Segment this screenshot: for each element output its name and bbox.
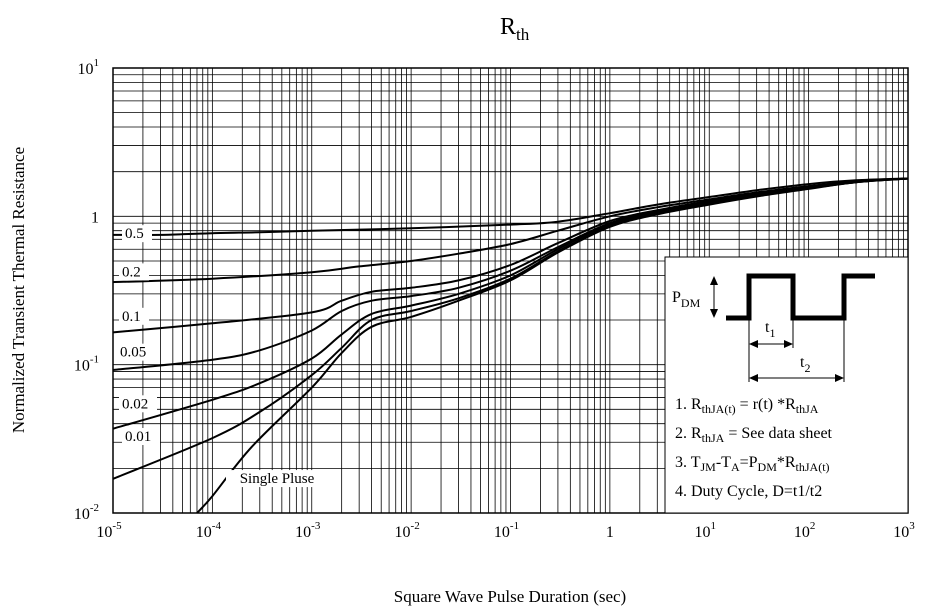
x-tick-label: 103 (893, 520, 915, 541)
x-tick-label: 10-3 (295, 520, 321, 541)
series-label-background (117, 343, 155, 361)
p-dm-label: PDM (672, 289, 701, 310)
x-tick-label: 101 (695, 520, 717, 541)
y-axis-label: Normalized Transient Thermal Resistance (9, 147, 28, 433)
grid-lines (112, 67, 909, 514)
x-tick-labels: 10-5 10-4 10-3 10-2 10-1 1 101 102 103 (96, 520, 915, 541)
legend-notes: 1. RthJA(t) = r(t) *RthJA 2. RthJA = See … (675, 396, 833, 500)
t1-label: t1 (765, 319, 775, 340)
y-tick-label: 1 (91, 209, 99, 226)
y-tick-labels: 10-2 10-1 1 101 (74, 57, 99, 523)
y-tick-label: 10-1 (74, 354, 99, 375)
legend-note: 2. RthJA = See data sheet (675, 425, 833, 445)
series-label-background (119, 395, 157, 413)
y-tick-label: 101 (78, 57, 100, 78)
x-axis-label: Square Wave Pulse Duration (sec) (394, 587, 626, 606)
x-tick-label: 10-5 (96, 520, 122, 541)
x-tick-label: 10-2 (395, 520, 420, 541)
curve-0-5 (112, 177, 909, 236)
series-label: Single Pluse (240, 471, 315, 487)
legend-box: PDM t1 t2 1. RthJA(t) = r(t) *RthJA 2. Rt… (664, 256, 909, 514)
series-label-background (122, 428, 160, 446)
p-dm-arrow-head-bottom (710, 309, 718, 318)
series-label: 0.2 (122, 264, 141, 280)
series-label: 0.1 (122, 309, 141, 325)
series-label: 0.02 (122, 396, 148, 412)
legend-note: 1. RthJA(t) = r(t) *RthJA (675, 396, 819, 416)
p-dm-arrow-head-top (710, 276, 718, 285)
curve-0-2 (112, 177, 909, 284)
t2-arrow-head-right (835, 374, 844, 382)
series-label: 0.5 (125, 226, 144, 242)
legend-note: 4. Duty Cycle, D=t1/t2 (675, 483, 822, 500)
legend-note: 3. TJM-TA=PDM*RthJA(t) (675, 454, 830, 474)
t1-arrow-head-left (749, 340, 758, 348)
curve-single-pluse (196, 177, 909, 514)
series-label: 0.01 (125, 429, 151, 445)
series-labels: 0.5 0.2 0.1 0.05 0.02 0.01 Single Pluse (117, 225, 328, 488)
y-tick-label: 10-2 (74, 502, 99, 523)
x-tick-label: 10-4 (196, 520, 222, 541)
chart-title: Rth (500, 14, 530, 44)
legend-background (664, 256, 909, 514)
x-tick-label: 102 (794, 520, 816, 541)
series-label: 0.05 (120, 345, 146, 361)
x-tick-label: 1 (606, 524, 614, 541)
pulse-waveform (726, 273, 875, 321)
t2-label: t2 (800, 354, 810, 375)
series-label-background (122, 225, 152, 243)
x-tick-label: 10-1 (494, 520, 519, 541)
t1-arrow-head-right (784, 340, 793, 348)
t2-arrow-head-left (749, 374, 758, 382)
series-label-background (119, 307, 149, 325)
curves (112, 177, 909, 514)
series-label-background (119, 263, 149, 281)
series-label-background (226, 470, 328, 488)
